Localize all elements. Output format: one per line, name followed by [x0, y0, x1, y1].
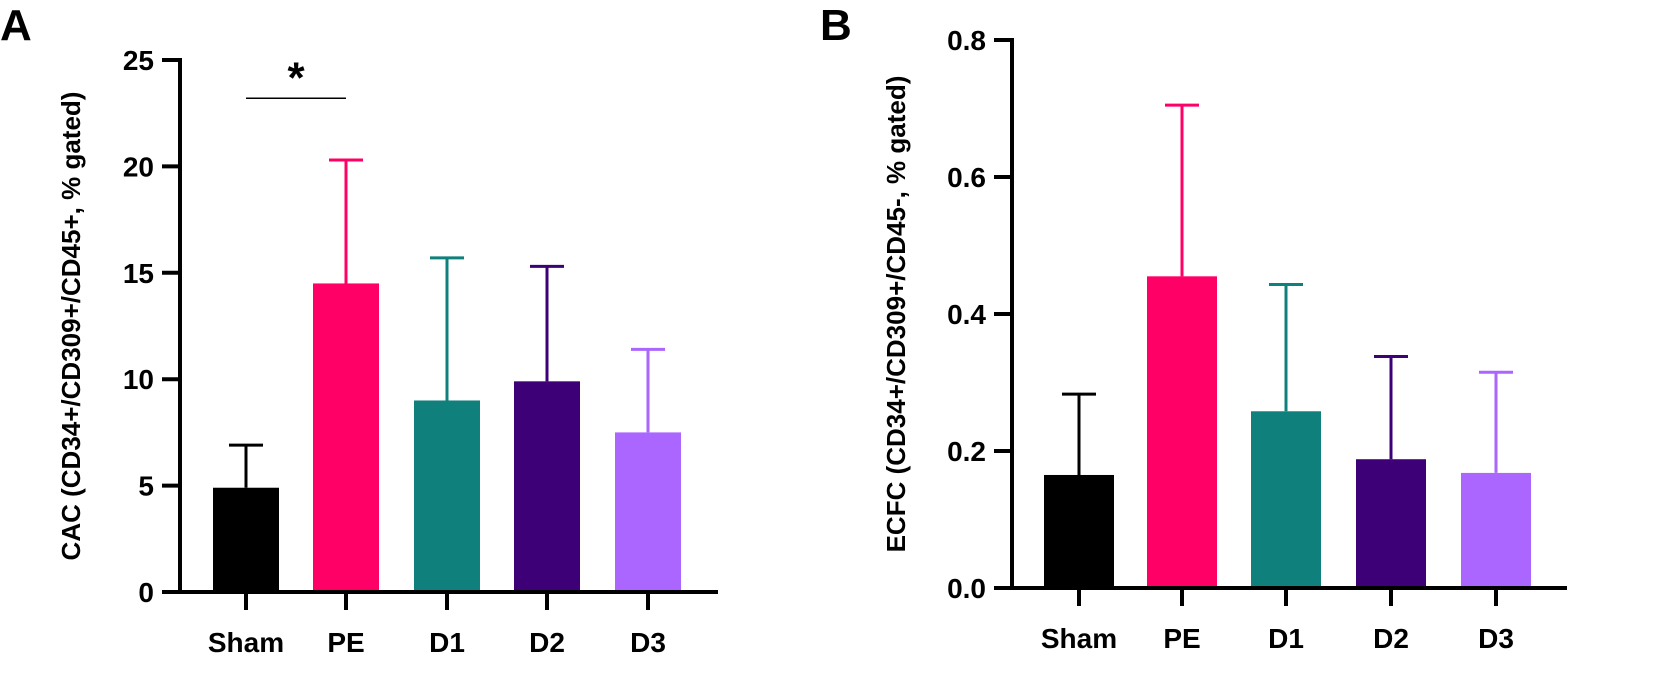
- panel-letter-A: A: [0, 1, 32, 50]
- x-tick-label: D2: [529, 627, 565, 658]
- bar-pe: [313, 283, 379, 592]
- y-tick-label: 10: [123, 364, 154, 395]
- bar-d1: [1251, 411, 1321, 588]
- bar-pe: [1147, 276, 1217, 588]
- x-tick-label: D3: [1478, 623, 1514, 654]
- bar-sham: [1044, 474, 1114, 588]
- x-tick-label: D2: [1373, 623, 1409, 654]
- y-tick-label: 20: [123, 151, 154, 182]
- y-tick-label: 15: [123, 258, 154, 289]
- y-tick-label: 0.8: [947, 25, 986, 56]
- x-tick-label: D1: [429, 627, 465, 658]
- y-tick-label: 0.6: [947, 162, 986, 193]
- bar-d2: [514, 381, 580, 592]
- bar-d3: [615, 432, 681, 592]
- panel-letter-B: B: [820, 1, 852, 50]
- bar-d2: [1356, 459, 1426, 588]
- x-tick-label: PE: [327, 627, 364, 658]
- y-tick-label: 5: [138, 471, 154, 502]
- significance-star: *: [287, 53, 305, 102]
- bar-d3: [1461, 472, 1531, 588]
- x-tick-label: D1: [1268, 623, 1304, 654]
- y-tick-label: 0: [138, 577, 154, 608]
- y-tick-label: 0.0: [947, 573, 986, 604]
- x-tick-label: Sham: [1041, 623, 1117, 654]
- bar-sham: [213, 487, 279, 592]
- y-axis-title: ECFC (CD34+/CD309+/CD45-, % gated): [881, 76, 911, 553]
- y-tick-label: 0.4: [947, 299, 986, 330]
- x-tick-label: PE: [1163, 623, 1200, 654]
- y-axis-title: CAC (CD34+/CD309+/CD45+, % gated): [56, 92, 86, 561]
- x-tick-label: D3: [630, 627, 666, 658]
- y-tick-label: 0.2: [947, 436, 986, 467]
- y-tick-label: 25: [123, 45, 154, 76]
- x-tick-label: Sham: [208, 627, 284, 658]
- bar-d1: [414, 400, 480, 592]
